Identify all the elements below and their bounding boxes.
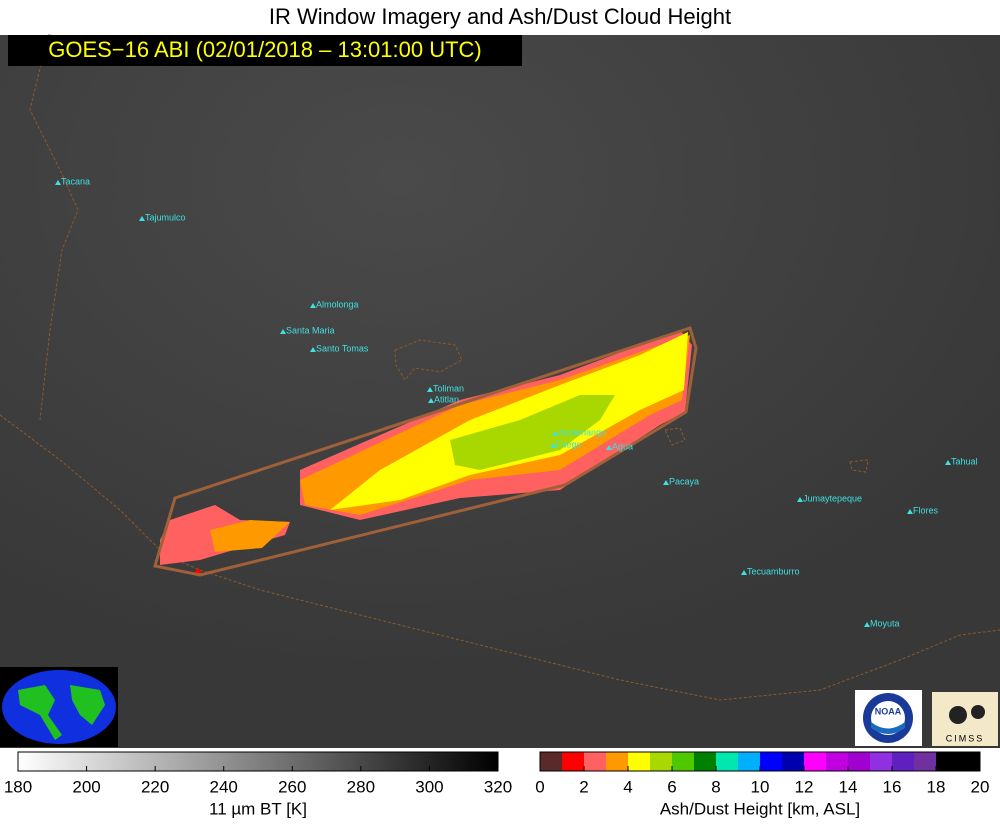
volcano-marker: [550, 443, 556, 448]
volcano-marker: [741, 570, 747, 575]
colorbar-segment: [804, 752, 827, 771]
lake: [394, 339, 463, 381]
volcano-label: Agua: [612, 441, 633, 451]
subtitle: GOES−16 ABI (02/01/2018 – 13:01:00 UTC): [48, 37, 482, 62]
tick-label: 2: [579, 777, 588, 796]
tick-label: 4: [623, 777, 632, 796]
tick-label: 20: [971, 777, 990, 796]
cimss-text: CIMSS: [946, 733, 985, 743]
volcano-label: Moyuta: [870, 618, 900, 628]
volcano-marker: [310, 347, 316, 352]
colorbar-segment: [606, 752, 629, 771]
volcano-label: Santa Maria: [286, 325, 335, 335]
subtitle-box: [8, 35, 522, 66]
colorbar-segment: [562, 752, 585, 771]
tick-label: 6: [667, 777, 676, 796]
tick-label: 10: [751, 777, 770, 796]
volcano-label: Santo Tomas: [316, 343, 369, 353]
colorbar-segment: [694, 752, 717, 771]
tick-label: 180: [4, 777, 32, 796]
colorbar-segment: [936, 752, 959, 771]
colorbar-segment: [672, 752, 695, 771]
colorbar-segment: [716, 752, 739, 771]
lake: [664, 427, 869, 473]
tick-label: 240: [210, 777, 238, 796]
tick-label: 280: [347, 777, 375, 796]
colorbar-segment: [826, 752, 849, 771]
colorbar-segment: [914, 752, 937, 771]
tick-label: 320: [484, 777, 512, 796]
volcano-label: Fuego: [556, 439, 582, 449]
volcano-label: Tajumulco: [145, 212, 186, 222]
colorbar: [18, 752, 498, 771]
volcano-label: Tacana: [61, 176, 90, 186]
ash-plume: [153, 326, 698, 577]
volcano-label: Tecuamburro: [747, 566, 800, 576]
colorbar-segment: [782, 752, 805, 771]
colorbar-segment: [892, 752, 915, 771]
colorbar-segment: [958, 752, 981, 771]
tick-label: 12: [795, 777, 814, 796]
volcano-label: Toliman: [433, 383, 464, 393]
volcano-marker: [945, 460, 951, 465]
volcano-label: Tahual: [951, 456, 978, 466]
colorbar-segment: [540, 752, 563, 771]
volcano-marker: [797, 497, 803, 502]
tick-label: 14: [839, 777, 858, 796]
colorbar-segment: [870, 752, 893, 771]
volcano-label: Flores: [913, 505, 939, 515]
tick-label: 260: [278, 777, 306, 796]
volcano-label: Acatenango: [558, 427, 606, 437]
volcano-marker: [428, 398, 434, 403]
volcano-marker: [552, 431, 558, 436]
tick-label: 0: [535, 777, 544, 796]
colorbar-segment: [738, 752, 761, 771]
tick-label: 16: [883, 777, 902, 796]
volcano-label: Jumaytepeque: [803, 493, 862, 503]
colorbar-label: Ash/Dust Height [km, ASL]: [660, 799, 860, 818]
tick-label: 200: [72, 777, 100, 796]
colorbar-segment: [628, 752, 651, 771]
globe-inset: [0, 667, 118, 747]
volcano-label: Atitlan: [434, 394, 459, 404]
cimss-logo: CIMSS: [932, 692, 998, 746]
colorbar-segment: [848, 752, 871, 771]
colorbar-label: 11 µm BT [K]: [209, 799, 307, 818]
noaa-logo: NOAA: [855, 690, 922, 746]
colorbar-segment: [584, 752, 607, 771]
volcano-marker: [907, 509, 913, 514]
volcano-marker: [663, 480, 669, 485]
tick-label: 300: [415, 777, 443, 796]
volcano-marker: [310, 303, 316, 308]
volcano-marker: [139, 216, 145, 221]
noaa-text: NOAA: [875, 706, 902, 716]
volcano-layer: Tacana Tajumulco Almolonga Santa Maria Santo…: [55, 176, 978, 628]
volcano-marker: [427, 387, 433, 392]
volcano-label: Pacaya: [669, 476, 699, 486]
colorbar-frame: [17, 751, 499, 772]
volcano-label: Almolonga: [316, 299, 359, 309]
volcano-marker: [280, 329, 286, 334]
colorbar-segment: [650, 752, 673, 771]
tick-label: 220: [141, 777, 169, 796]
volcano-marker: [864, 622, 870, 627]
volcano-marker: [606, 445, 612, 450]
tick-label: 8: [711, 777, 720, 796]
tick-label: 18: [927, 777, 946, 796]
volcano-marker: [55, 180, 61, 185]
title: IR Window Imagery and Ash/Dust Cloud Hei…: [269, 4, 731, 29]
colorbar-segment: [760, 752, 783, 771]
colorbars: 180 200 220 240 260 280 300 320 11 µm BT [K] 0 2 4 6…: [4, 751, 990, 818]
